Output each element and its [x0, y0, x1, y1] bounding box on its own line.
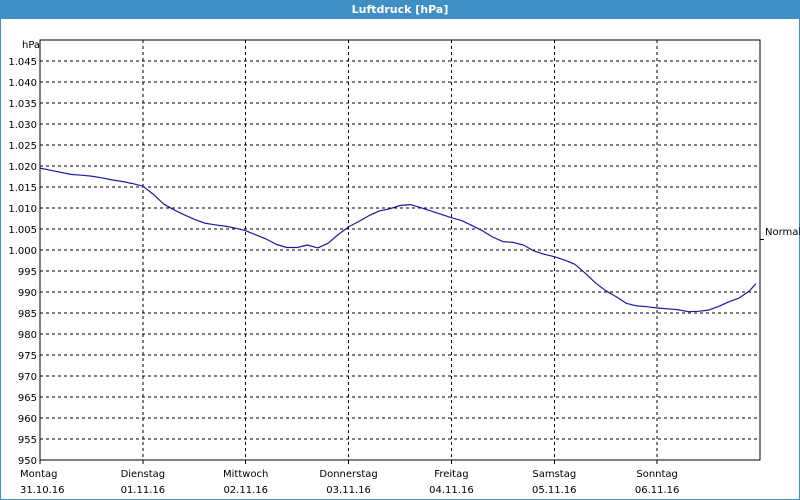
y-axis: 1.045 1.040 1.035 1.030 1.025 1.020 1.015 1.010…: [8, 57, 37, 467]
x-tick-day-label: Montag: [20, 469, 57, 480]
pressure-series-line: [39, 167, 757, 313]
x-tick-day-label: Samstag: [532, 469, 576, 480]
y-tick-label: 1.030: [8, 120, 37, 131]
y-tick-label: 980: [18, 330, 37, 341]
y-tick-label: 965: [18, 393, 37, 404]
y-tick-label: 985: [18, 309, 37, 320]
x-tick-date-label: 04.11.16: [429, 485, 474, 496]
y-tick-label: 1.040: [8, 78, 37, 89]
y-tick-label: 960: [18, 414, 37, 425]
y-tick-label: 950: [18, 456, 37, 467]
reference-line-label: Normal: [765, 227, 800, 238]
chart-title: Luftdruck [hPa]: [1, 1, 799, 19]
y-tick-label: 1.045: [8, 57, 37, 68]
x-tick-date-label: 05.11.16: [532, 485, 577, 496]
y-tick-label: 970: [18, 372, 37, 383]
x-tick-day-label: Sonntag: [636, 469, 678, 480]
x-tick-date-label: 03.11.16: [326, 485, 371, 496]
x-tick-date-label: 06.11.16: [635, 485, 680, 496]
x-tick-date-label: 02.11.16: [223, 485, 268, 496]
x-tick-date-label: 01.11.16: [121, 485, 166, 496]
x-tick-day-label: Donnerstag: [319, 469, 377, 480]
plot-area-border: [39, 39, 761, 461]
series-layer: [39, 167, 757, 313]
y-tick-label: 1.025: [8, 141, 37, 152]
y-tick-label: 1.015: [8, 183, 37, 194]
y-tick-label: 995: [18, 267, 37, 278]
y-tick-label: 1.005: [8, 225, 37, 236]
grid-lines: [40, 40, 760, 461]
y-tick-label: 1.010: [8, 204, 37, 215]
y-axis-unit-label: hPa: [22, 40, 40, 51]
x-tick-day-label: Freitag: [434, 469, 468, 480]
y-tick-label: 1.020: [8, 162, 37, 173]
y-tick-label: 975: [18, 351, 37, 362]
y-tick-label: 1.000: [8, 246, 37, 257]
y-tick-label: 990: [18, 288, 37, 299]
x-tick-day-label: Dienstag: [121, 469, 166, 480]
x-tick-date-label: 31.10.16: [20, 485, 65, 496]
y-tick-label: 955: [18, 435, 37, 446]
x-tick-day-label: Mittwoch: [223, 469, 268, 480]
y-tick-label: 1.035: [8, 99, 37, 110]
x-axis: Montag 31.10.16 Dienstag 01.11.16 Mittwoch 02…: [20, 239, 764, 496]
